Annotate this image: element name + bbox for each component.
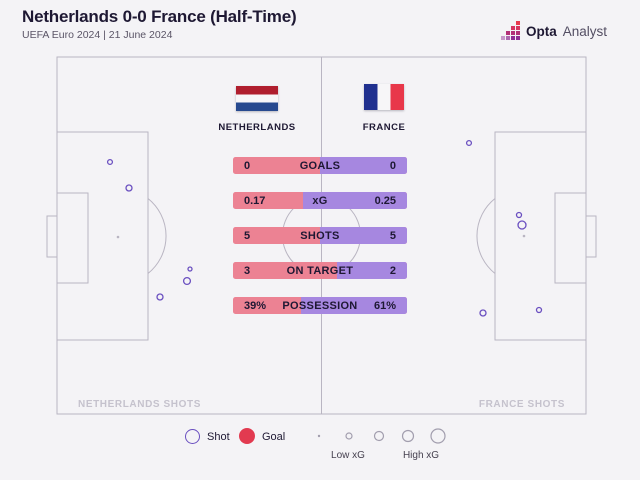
penalty-arc-left <box>147 198 167 274</box>
shot-marker <box>182 276 192 286</box>
opta-mark-pixel <box>506 31 510 35</box>
home-shot-markers <box>106 158 193 301</box>
home-value: 0.17 <box>244 194 266 207</box>
away-shot-markers <box>465 139 543 317</box>
home-value: 5 <box>244 229 251 242</box>
shot-legend-icon <box>185 429 200 444</box>
opta-mark-pixel <box>516 21 520 25</box>
xg-scale-circle <box>430 428 446 444</box>
goal-right <box>585 215 597 258</box>
opta-mark-pixel <box>501 36 505 40</box>
away-bar-segment <box>337 262 407 279</box>
goal-legend-icon <box>239 428 255 444</box>
page-subtitle: UEFA Euro 2024 | 21 June 2024 <box>22 29 173 41</box>
shot-marker <box>465 139 473 147</box>
stat-comparison: GOALS 0 0 xG 0.17 0.25 SHOTS 5 5 <box>233 157 407 332</box>
stat-label: POSSESSION <box>282 299 358 312</box>
away-bar-segment <box>320 227 407 244</box>
goal-legend-label: Goal <box>262 431 286 443</box>
away-shots-label: FRANCE SHOTS <box>479 399 565 410</box>
shot-marker <box>156 293 164 301</box>
brand-name-bold: Opta <box>526 23 557 39</box>
xg-scale-circle <box>373 430 385 442</box>
shot-marker <box>517 220 527 230</box>
opta-mark-pixel <box>516 31 520 35</box>
stat-row: xG 0.17 0.25 <box>233 192 407 209</box>
away-bar-segment <box>300 297 407 314</box>
opta-mark-pixel <box>516 36 520 40</box>
stat-row: POSSESSION 39% 61% <box>233 297 407 314</box>
high-xg-label: High xG <box>402 450 440 461</box>
opta-mark-pixel <box>511 36 515 40</box>
xg-size-scale <box>317 428 446 444</box>
shot-legend-label: Shot <box>207 431 230 443</box>
xg-scale-circle <box>317 434 321 438</box>
stat-label: GOALS <box>299 159 341 172</box>
opta-mark-pixel <box>511 26 515 30</box>
shot-marker <box>106 158 114 166</box>
away-value: 61% <box>373 299 396 312</box>
low-xg-label: Low xG <box>331 450 365 461</box>
away-team-name: FRANCE <box>362 122 406 133</box>
opta-mark-pixel <box>511 31 515 35</box>
stat-row: GOALS 0 0 <box>233 157 407 174</box>
away-value: 2 <box>389 264 396 277</box>
opta-mark-pixel <box>506 36 510 40</box>
opta-logo-icon <box>501 21 520 40</box>
penalty-spot-right <box>522 234 526 238</box>
six-yard-box-right <box>554 192 587 284</box>
shot-marker <box>125 184 133 192</box>
six-yard-box-left <box>56 192 89 284</box>
shot-marker <box>187 266 193 272</box>
stat-label: xG <box>312 194 328 207</box>
shot-marker <box>479 309 487 317</box>
goal-left <box>46 215 58 258</box>
netherlands-flag-icon <box>236 86 278 111</box>
shot-marker <box>515 211 523 219</box>
xg-scale-circle <box>345 432 353 440</box>
away-value: 0.25 <box>374 194 396 207</box>
away-value: 0 <box>389 159 396 172</box>
away-bar-segment <box>320 157 407 174</box>
stat-row: SHOTS 5 5 <box>233 227 407 244</box>
stat-label: SHOTS <box>300 229 340 242</box>
away-bar-segment <box>303 192 407 209</box>
opta-mark-pixel <box>516 26 520 30</box>
stat-label: ON TARGET <box>286 264 354 277</box>
stat-row: ON TARGET 3 2 <box>233 262 407 279</box>
home-shots-label: NETHERLANDS SHOTS <box>78 399 201 410</box>
home-team-name: NETHERLANDS <box>218 122 296 133</box>
penalty-area-left <box>56 131 149 341</box>
brand-name-light: Analyst <box>562 23 608 39</box>
home-value: 0 <box>244 159 251 172</box>
home-value: 3 <box>244 264 251 277</box>
xg-scale-circle <box>401 429 415 443</box>
penalty-arc-right <box>476 198 496 274</box>
opta-analyst-logo: Opta Analyst <box>501 21 607 41</box>
shot-marker <box>535 306 543 314</box>
penalty-spot-left <box>116 235 120 239</box>
page-title: Netherlands 0-0 France (Half-Time) <box>22 7 297 26</box>
home-value: 39% <box>244 299 267 312</box>
away-value: 5 <box>389 229 396 242</box>
france-flag-icon <box>364 84 404 110</box>
